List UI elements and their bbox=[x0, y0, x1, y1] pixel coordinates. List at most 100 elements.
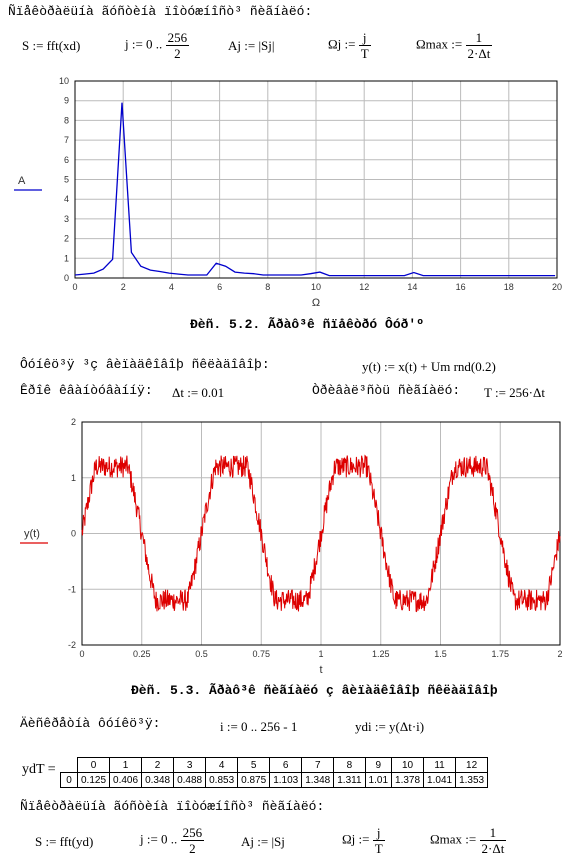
noisy-signal-definition: y(t) := x(t) + Um rnd(0.2) bbox=[362, 359, 496, 374]
x-tick-label: 0 bbox=[72, 282, 77, 292]
fft-definition: S := fft(xd) bbox=[22, 38, 81, 53]
y-tick-label: 4 bbox=[64, 194, 69, 204]
yd-value-cell: 0.125 bbox=[76, 772, 111, 788]
column-index-cell: 10 bbox=[391, 757, 425, 773]
column-index-cell: 8 bbox=[333, 757, 366, 773]
noisy-signal-line bbox=[81, 454, 561, 613]
x-tick-label: 16 bbox=[456, 282, 466, 292]
yd-value-cell: 0.875 bbox=[237, 772, 271, 788]
omega-max-denominator: 2·Δt bbox=[467, 46, 491, 61]
x-tick-label: 2 bbox=[121, 282, 126, 292]
j-range-numerator: 256 bbox=[165, 30, 190, 46]
figure-5-3-caption: Ðèñ. 5.3. Ãðàô³ê ñèãíàëó ç âèïàäêîâîþ ñê… bbox=[131, 683, 498, 698]
x-tick-label: 1 bbox=[318, 649, 323, 659]
y-tick-label: 0 bbox=[71, 529, 76, 539]
noisy-signal-chart: 0 0.25 0.5 0.75 1 1.25 1.5 1.75 2 -2 -1 0 1 2 t y(t) bbox=[20, 417, 563, 676]
y-tick-label: 8 bbox=[64, 115, 69, 125]
column-index-cell: 4 bbox=[205, 757, 239, 773]
yd-value-cell: 1.041 bbox=[423, 772, 457, 788]
j-range-left-2: j := 0 .. bbox=[140, 831, 178, 847]
y-tick-label: 5 bbox=[64, 175, 69, 185]
yd-value-cell: 1.103 bbox=[269, 772, 303, 788]
spectrum-series-line bbox=[74, 102, 556, 277]
noise-function-label: Ôóíêö³ÿ ³ç âèïàäêîâîþ ñêëàäîâîþ: bbox=[20, 357, 270, 372]
column-index-cell: 3 bbox=[173, 757, 207, 773]
spectrum-heading: Ñïåêòðàëüíà ãóñòèíà ïîòóæíîñò³ ñèãíàëó: bbox=[8, 4, 313, 19]
y-tick-label: 9 bbox=[64, 96, 69, 106]
omega-denominator: T bbox=[360, 46, 369, 61]
y-tick-label: 1 bbox=[71, 473, 76, 483]
column-index-cell: 2 bbox=[141, 757, 175, 773]
yd-value-cell: 0.348 bbox=[141, 772, 175, 788]
x-tick-label: 0.25 bbox=[133, 649, 151, 659]
y-tick-label: 7 bbox=[64, 135, 69, 145]
x-tick-label: 18 bbox=[504, 282, 514, 292]
x-tick-label: 1.5 bbox=[434, 649, 447, 659]
y-tick-label: 6 bbox=[64, 155, 69, 165]
j-range-denominator-2: 2 bbox=[189, 841, 196, 856]
signal-duration-label: Òðèâàë³ñòü ñèãíàëó: bbox=[312, 383, 461, 398]
j-range-left: j := 0 .. bbox=[125, 36, 163, 52]
x-axis-label: Ω bbox=[312, 297, 320, 309]
index-range-definition: i := 0 .. 256 - 1 bbox=[220, 719, 298, 734]
y-tick-label: 0 bbox=[64, 273, 69, 283]
y-tick-label: 2 bbox=[64, 234, 69, 244]
x-tick-label: 4 bbox=[169, 282, 174, 292]
y-tick-label: 2 bbox=[71, 417, 76, 427]
figure-5-2-caption: Ðèñ. 5.2. Ãðàô³ê ñïåêòðó Ôóð'º bbox=[190, 317, 425, 332]
yd-header-row: 0 1 2 3 4 5 6 7 8 9 10 11 12 bbox=[60, 757, 489, 773]
yd-vector-table: 0 1 2 3 4 5 6 7 8 9 10 11 12 0 0.125 0.406 0.348 0.488 0.… bbox=[60, 757, 489, 788]
y-axis-label: y(t) bbox=[24, 528, 40, 540]
y-tick-label: -1 bbox=[68, 584, 76, 594]
column-index-cell: 0 bbox=[76, 757, 111, 773]
x-tick-label: 12 bbox=[359, 282, 369, 292]
fft-definition-2: S := fft(yd) bbox=[35, 834, 94, 849]
omega-max-numerator: 1 bbox=[465, 30, 493, 46]
omega-numerator: j bbox=[358, 30, 371, 46]
y-axis-label: A bbox=[18, 175, 26, 187]
spectrum-heading-2: Ñïåêòðàëüíà ãóñòèíà ïîòóæíîñò³ ñèãíàëó: bbox=[20, 799, 325, 814]
x-tick-label: 0.75 bbox=[252, 649, 270, 659]
quantization-step-value: Δt := 0.01 bbox=[172, 385, 225, 400]
j-range-denominator: 2 bbox=[174, 46, 181, 61]
omega-denominator-2: T bbox=[374, 841, 383, 856]
j-range-definition-2: j := 0 .. 256 2 bbox=[140, 825, 205, 856]
omega-max-numerator-2: 1 bbox=[479, 825, 507, 841]
x-axis-label: t bbox=[319, 664, 322, 676]
x-tick-label: 8 bbox=[265, 282, 270, 292]
column-index-cell: 12 bbox=[455, 757, 489, 773]
yd-value-cell: 1.353 bbox=[455, 772, 489, 788]
column-index-cell: 9 bbox=[364, 757, 393, 773]
quantization-step-label: Êðîê êâàíòóâàííÿ: bbox=[20, 383, 153, 398]
omega-left: Ωj := bbox=[328, 36, 356, 52]
plot-frame bbox=[74, 80, 558, 279]
x-tick-label: 20 bbox=[552, 282, 562, 292]
column-index-cell: 5 bbox=[237, 757, 271, 773]
discrete-function-label: Äèñêðåòíà ôóíêö³ÿ: bbox=[20, 716, 161, 731]
x-tick-label: 10 bbox=[311, 282, 321, 292]
amplitude-definition-2: Aj := |Sj bbox=[241, 834, 285, 849]
x-tick-label: 6 bbox=[217, 282, 222, 292]
discrete-samples-definition: ydi := y(Δt·i) bbox=[355, 719, 425, 734]
x-tick-label: 1.25 bbox=[372, 649, 390, 659]
x-tick-label: 0 bbox=[79, 649, 84, 659]
yd-value-cell: 1.348 bbox=[301, 772, 335, 788]
omega-left-2: Ωj := bbox=[342, 831, 370, 847]
yd-value-cell: 0.406 bbox=[109, 772, 143, 788]
corner-cell bbox=[60, 757, 78, 773]
omega-max-definition-2: Ωmax := 1 2·Δt bbox=[430, 825, 507, 856]
signal-duration-value: T := 256·Δt bbox=[484, 385, 545, 400]
column-index-cell: 1 bbox=[109, 757, 143, 773]
amplitude-definition: Aj := |Sj| bbox=[228, 38, 275, 53]
x-tick-label: 0.5 bbox=[195, 649, 208, 659]
y-tick-label: 10 bbox=[59, 76, 69, 86]
omega-max-left-2: Ωmax := bbox=[430, 831, 477, 847]
column-index-cell: 6 bbox=[269, 757, 303, 773]
x-tick-label: 2 bbox=[557, 649, 562, 659]
x-tick-label: 1.75 bbox=[491, 649, 509, 659]
y-tick-label: 3 bbox=[64, 214, 69, 224]
yd-value-cell: 1.378 bbox=[391, 772, 425, 788]
omega-max-definition: Ωmax := 1 2·Δt bbox=[416, 30, 493, 61]
